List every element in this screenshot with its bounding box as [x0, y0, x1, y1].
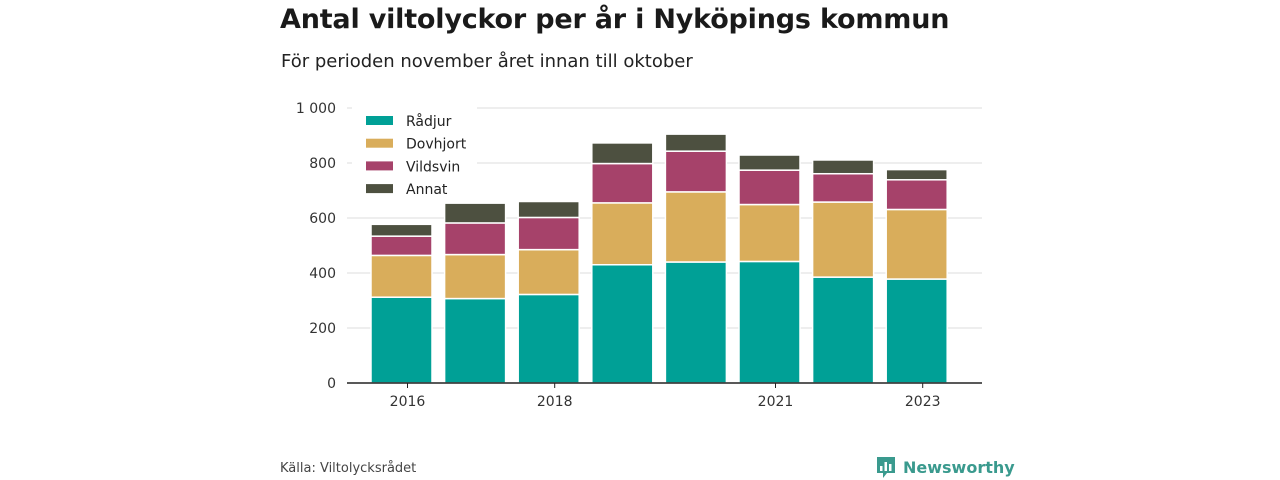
y-tick-label: 0: [327, 376, 336, 392]
bar-segment-dovhjort: [664, 191, 728, 263]
bar-segment-vildsvin: [517, 216, 580, 251]
legend-swatch: [366, 161, 393, 171]
chart-title: Antal viltolyckor per år i Nyköpings kom…: [280, 4, 950, 35]
x-tick-label: 2021: [758, 394, 794, 410]
bar-segment-dovhjort: [370, 254, 433, 298]
source-note: Källa: Viltolycksrådet: [280, 461, 417, 476]
brand-logo[interactable]: Newsworthy: [875, 455, 1015, 479]
legend-swatch: [366, 116, 393, 125]
bar-segment-dovhjort: [591, 202, 654, 266]
y-axis-ticks: 0 200 400 600 800 1 000: [296, 101, 336, 392]
bar-segment-rådjur: [591, 264, 654, 384]
legend-swatch: [366, 138, 393, 148]
legend-label: Annat: [406, 182, 448, 198]
newsworthy-logo-icon: [877, 457, 895, 478]
bar-segment-rådjur: [885, 278, 948, 384]
bar-segment-dovhjort: [443, 253, 507, 300]
legend-label: Rådjur: [406, 113, 452, 130]
legend-label: Dovhjort: [406, 137, 467, 153]
bar-segment-vildsvin: [664, 150, 728, 193]
bar-segment-vildsvin: [591, 162, 654, 204]
bar-segment-dovhjort: [885, 208, 948, 280]
bar-segment-dovhjort: [738, 203, 801, 263]
legend-swatch: [366, 184, 393, 194]
x-tick-label: 2018: [537, 394, 573, 410]
bar-segment-annat: [591, 142, 654, 165]
bar-segment-annat: [443, 202, 507, 224]
bar-segment-annat: [885, 168, 948, 181]
y-tick-label: 1 000: [296, 101, 336, 117]
bar-segment-annat: [738, 154, 801, 171]
legend-label: Vildsvin: [406, 159, 460, 175]
bar-segment-rådjur: [664, 261, 728, 384]
bar-segment-annat: [664, 133, 728, 152]
y-tick-label: 800: [309, 156, 336, 172]
bar-segment-annat: [811, 159, 875, 175]
bar-segment-vildsvin: [443, 222, 507, 256]
y-tick-label: 200: [309, 321, 336, 337]
y-tick-label: 600: [309, 211, 336, 227]
bar-segment-vildsvin: [738, 169, 801, 206]
chart-subtitle: För perioden november året innan till ok…: [281, 51, 693, 72]
x-tick-label: 2016: [390, 394, 426, 410]
bar-segment-rådjur: [517, 293, 580, 384]
bar-segment-dovhjort: [811, 201, 875, 278]
bar-segment-annat: [517, 200, 580, 219]
bar-segment-rådjur: [443, 297, 507, 384]
bar-segment-rådjur: [370, 296, 433, 384]
bar-segment-rådjur: [811, 276, 875, 384]
bar-segment-vildsvin: [885, 179, 948, 211]
bar-segment-annat: [370, 223, 433, 237]
bar-segment-vildsvin: [811, 172, 875, 203]
brand-name: Newsworthy: [903, 457, 1015, 477]
bar-segment-rådjur: [738, 260, 801, 384]
bar-segment-dovhjort: [517, 248, 580, 296]
y-tick-label: 400: [309, 266, 336, 282]
legend: Rådjur Dovhjort Vildsvin Annat: [352, 106, 477, 202]
x-axis: 2016 2018 2021 2023: [347, 382, 982, 410]
bar-segment-vildsvin: [370, 235, 433, 257]
x-tick-label: 2023: [905, 394, 941, 410]
